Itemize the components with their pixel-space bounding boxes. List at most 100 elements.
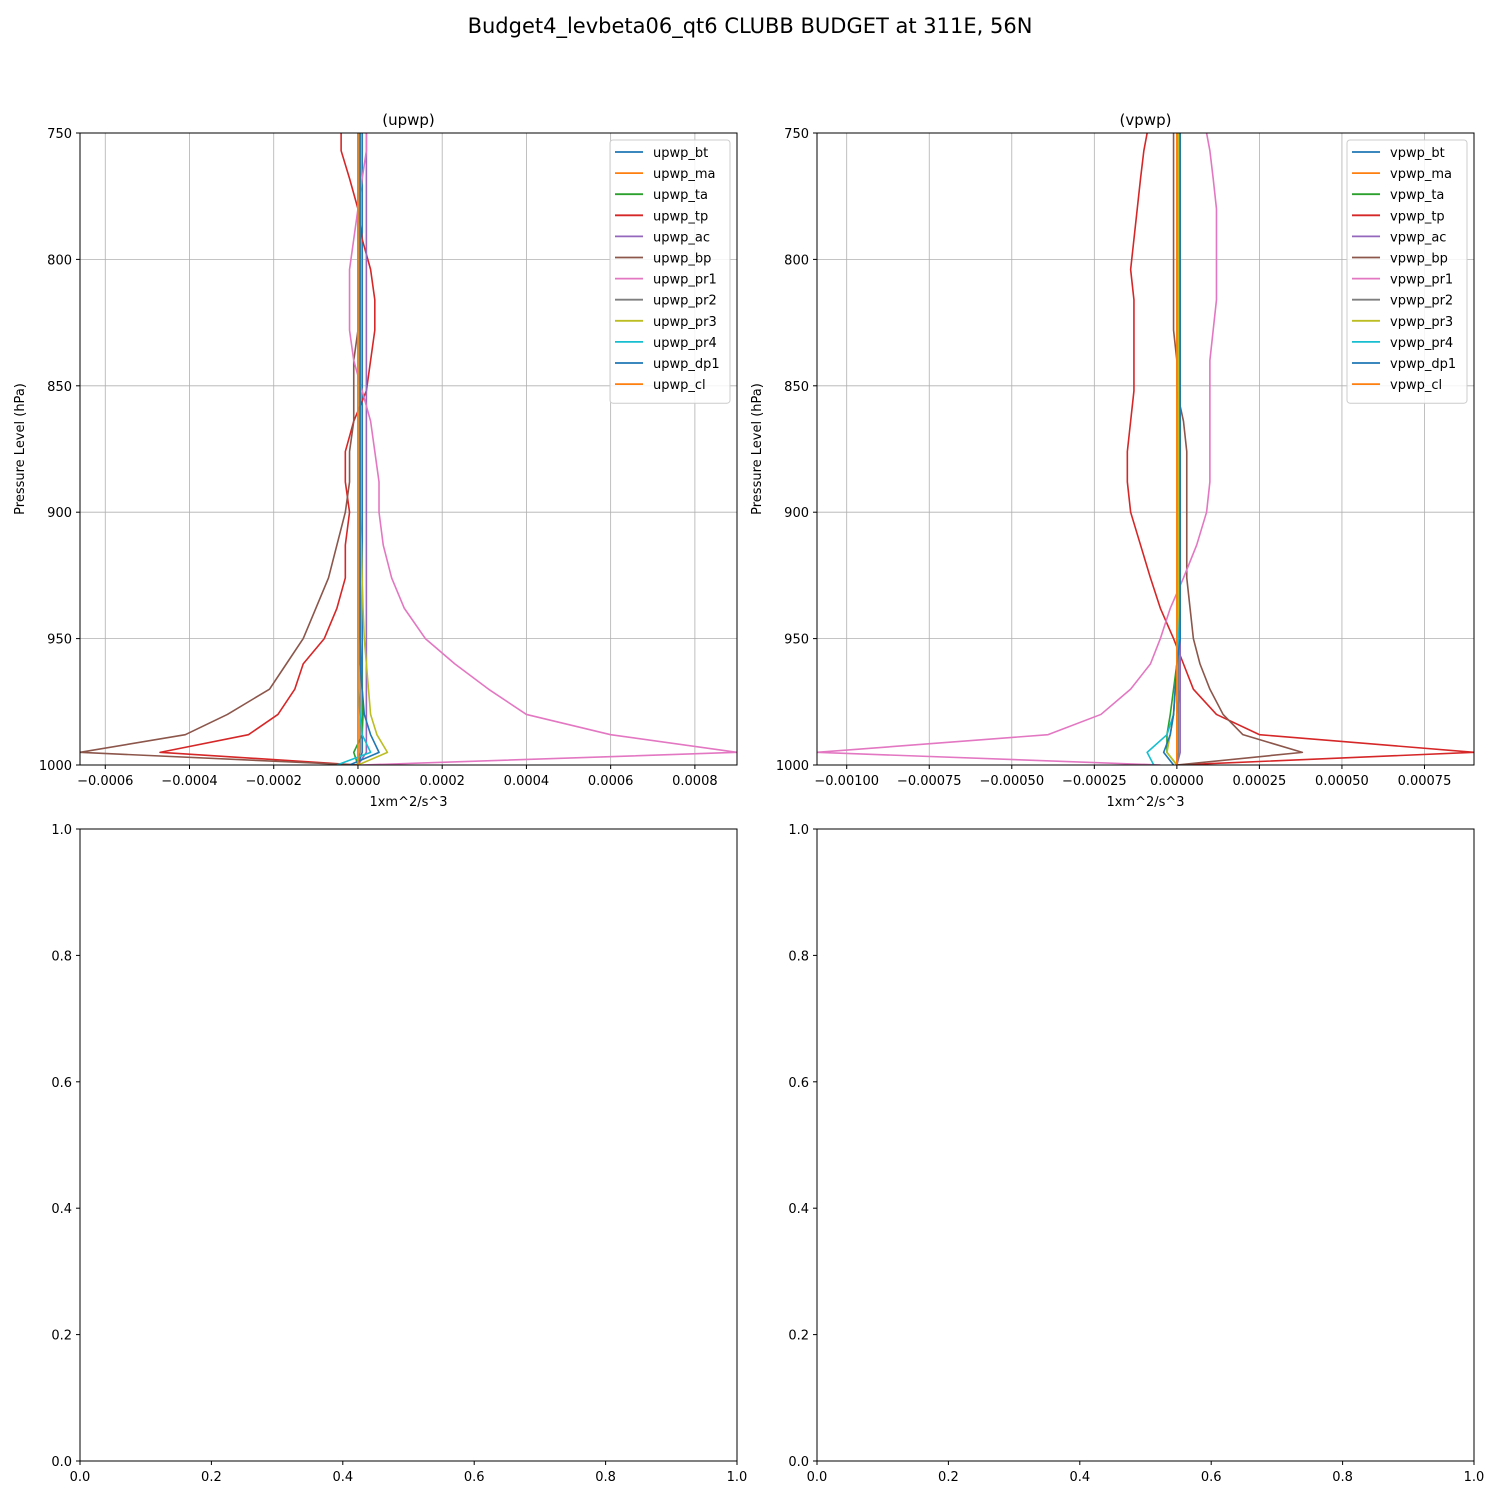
y-tick-label: 0.4	[51, 1202, 72, 1217]
axes-frame	[79, 828, 738, 1462]
y-tick-label: 900	[47, 506, 72, 521]
axes-frame	[816, 132, 1475, 766]
series-line-vpwp_dp1	[1162, 133, 1181, 765]
y-tick-label: 0.6	[51, 1076, 72, 1091]
legend-label: vpwp_ta	[1390, 188, 1444, 203]
legend-label: upwp_pr3	[653, 315, 717, 330]
legend-label: vpwp_pr4	[1390, 336, 1453, 351]
legend-label: vpwp_pr3	[1390, 315, 1453, 330]
y-tick-label: 850	[47, 380, 72, 395]
x-tick-label: −0.0006	[77, 774, 133, 789]
y-tick-label: 900	[784, 506, 809, 521]
x-tick-label: 0.00075	[1398, 774, 1452, 789]
x-tick-label: 0.0	[807, 1470, 828, 1485]
legend-label: upwp_bt	[653, 146, 708, 161]
x-tick-label: 0.00050	[1315, 774, 1369, 789]
panel-2	[813, 132, 1475, 769]
panel-3	[76, 828, 738, 1465]
axes-title: (upwp)	[382, 111, 435, 129]
x-axis-label: 1xm^2/s^3	[1106, 795, 1184, 810]
x-tick-label: 0.00000	[1150, 774, 1204, 789]
series-line-upwp_dp1	[349, 133, 380, 765]
legend-label: vpwp_cl	[1390, 378, 1442, 393]
series-line-upwp_ac	[357, 133, 368, 765]
panel-4	[813, 828, 1475, 1465]
series-line-vpwp_tp	[1126, 133, 1474, 765]
legend-label: upwp_bp	[653, 252, 711, 267]
y-tick-label: 950	[784, 633, 809, 648]
x-tick-label: 0.0	[70, 1470, 91, 1485]
legend-label: vpwp_tp	[1390, 209, 1445, 224]
legend-label: upwp_pr4	[653, 336, 717, 351]
y-axis-label: Pressure Level (hPa)	[750, 383, 765, 515]
x-tick-label: −0.00100	[814, 774, 879, 789]
y-tick-label: 0.4	[788, 1202, 809, 1217]
legend-label: upwp_dp1	[653, 357, 720, 372]
x-tick-label: −0.0004	[161, 774, 217, 789]
y-tick-label: 0.0	[51, 1455, 72, 1470]
x-tick-label: 0.2	[201, 1470, 222, 1485]
y-tick-label: 750	[784, 127, 809, 142]
axes-frame	[79, 132, 738, 766]
x-tick-label: 1.0	[727, 1470, 748, 1485]
x-tick-label: −0.00025	[1062, 774, 1127, 789]
y-tick-label: 800	[784, 253, 809, 268]
series-line-vpwp_pr1	[817, 133, 1218, 765]
y-axis-label: Pressure Level (hPa)	[13, 383, 28, 515]
x-tick-label: −0.00050	[979, 774, 1044, 789]
legend-label: upwp_ma	[653, 167, 716, 182]
x-tick-label: 1.0	[1464, 1470, 1485, 1485]
legend-label: vpwp_ac	[1390, 230, 1446, 245]
legend-label: vpwp_bp	[1390, 252, 1448, 267]
series-line-upwp_tp	[159, 133, 376, 765]
legend-label: upwp_cl	[653, 378, 706, 393]
x-tick-label: 0.00025	[1233, 774, 1287, 789]
legend-box	[1346, 139, 1468, 404]
x-tick-label: 0.6	[1201, 1470, 1222, 1485]
x-tick-label: −0.0002	[246, 774, 302, 789]
y-tick-label: 0.2	[788, 1329, 809, 1344]
plot-area	[80, 829, 737, 1461]
legend-label: vpwp_dp1	[1390, 357, 1456, 372]
axes-title: (vpwp)	[1120, 111, 1172, 129]
x-tick-label: 0.0008	[672, 774, 718, 789]
legend-label: vpwp_pr1	[1390, 273, 1453, 288]
x-tick-label: 0.2	[938, 1470, 959, 1485]
y-tick-label: 750	[47, 127, 72, 142]
x-tick-label: 0.8	[1332, 1470, 1353, 1485]
legend-label: vpwp_ma	[1390, 167, 1452, 182]
legend-box	[609, 139, 731, 404]
series-line-vpwp_bp	[1172, 133, 1304, 765]
x-axis-label: 1xm^2/s^3	[369, 795, 447, 810]
series-group	[817, 133, 1474, 765]
x-tick-label: 0.0000	[335, 774, 381, 789]
y-tick-label: 1.0	[788, 823, 809, 838]
legend-label: upwp_pr1	[653, 273, 717, 288]
legend-label: upwp_pr2	[653, 294, 717, 309]
x-tick-label: −0.00075	[897, 774, 962, 789]
x-tick-label: 0.0002	[419, 774, 465, 789]
legend-label: vpwp_pr2	[1390, 294, 1453, 309]
y-tick-label: 1.0	[51, 823, 72, 838]
plot-area	[817, 829, 1474, 1461]
y-tick-label: 950	[47, 633, 72, 648]
x-tick-label: 0.4	[332, 1470, 353, 1485]
y-tick-label: 0.2	[51, 1329, 72, 1344]
legend-label: vpwp_bt	[1390, 146, 1445, 161]
x-tick-label: 0.6	[464, 1470, 485, 1485]
y-tick-label: 0.8	[51, 949, 72, 964]
series-group	[80, 133, 737, 765]
axes-frame	[816, 828, 1475, 1462]
y-tick-label: 800	[47, 253, 72, 268]
x-tick-label: 0.4	[1069, 1470, 1090, 1485]
y-tick-label: 850	[784, 380, 809, 395]
y-tick-label: 0.6	[788, 1076, 809, 1091]
panel-1	[76, 132, 738, 769]
legend-label: upwp_ac	[653, 230, 710, 245]
series-line-upwp_pr1	[348, 133, 737, 765]
y-tick-label: 1000	[776, 759, 809, 774]
x-tick-label: 0.0006	[588, 774, 634, 789]
y-tick-label: 0.8	[788, 949, 809, 964]
figure-title: Budget4_levbeta06_qt6 CLUBB BUDGET at 31…	[467, 14, 1033, 38]
